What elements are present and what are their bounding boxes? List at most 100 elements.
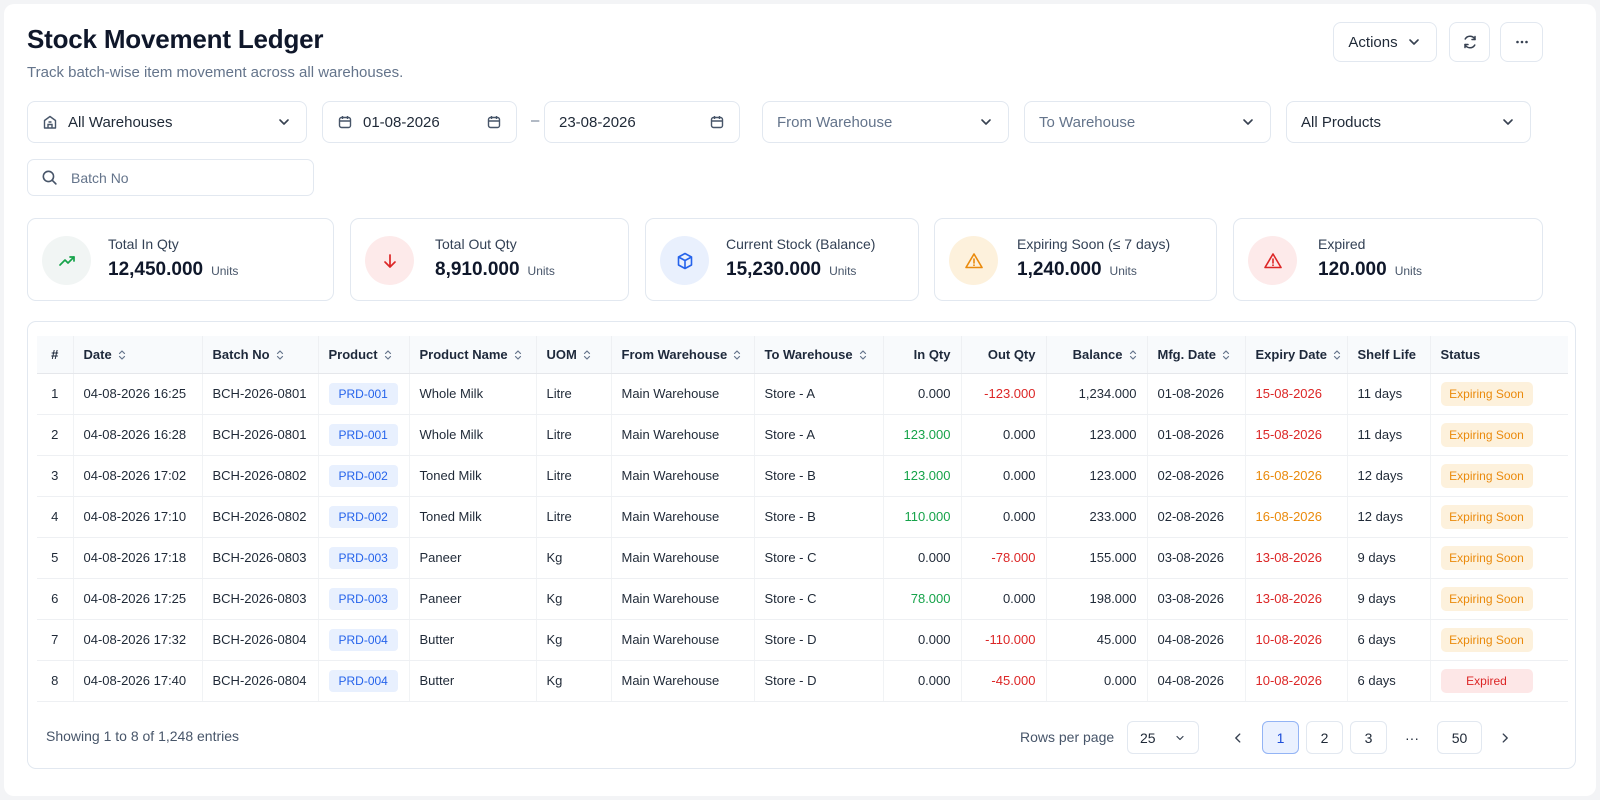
alert-icon — [1248, 236, 1297, 285]
column-header-label: Product Name — [419, 346, 508, 362]
cell-to: Store - C — [754, 578, 884, 620]
table-row[interactable]: 7 04-08-2026 17:32 BCH-2026-0804 PRD-004 But… — [37, 619, 1568, 661]
cell-in: 123.000 — [883, 414, 962, 456]
cell-to: Store - B — [754, 496, 884, 538]
search-icon — [42, 170, 57, 185]
date-from-input[interactable]: 01-08-2026 — [322, 101, 517, 143]
column-header[interactable]: Product Name — [409, 336, 537, 374]
cell-shelf: 9 days — [1347, 537, 1431, 579]
table-row[interactable]: 4 04-08-2026 17:10 BCH-2026-0802 PRD-002 Ton… — [37, 496, 1568, 538]
column-header[interactable]: Product — [318, 336, 410, 374]
cell-batch: BCH-2026-0803 — [202, 537, 319, 579]
cell-balance: 0.000 — [1046, 660, 1148, 702]
product-code-chip[interactable]: PRD-001 — [328, 423, 398, 446]
from-warehouse-select[interactable]: From Warehouse — [762, 101, 1009, 143]
column-header-label: Batch No — [212, 346, 270, 362]
stat-value: 15,230.000 Units — [726, 259, 857, 280]
cell-n: 4 — [37, 496, 74, 538]
next-page-button[interactable] — [1491, 721, 1519, 754]
cell-expiry: 13-08-2026 — [1245, 578, 1348, 620]
more-horizontal-icon — [1515, 40, 1528, 44]
cell-out: 0.000 — [961, 578, 1047, 620]
page-button-50[interactable]: 50 — [1437, 721, 1482, 754]
table-row[interactable]: 8 04-08-2026 17:40 BCH-2026-0804 PRD-004 But… — [37, 660, 1568, 702]
cell-date: 04-08-2026 17:32 — [73, 619, 203, 661]
table-row[interactable]: 5 04-08-2026 17:18 BCH-2026-0803 PRD-003 Pan… — [37, 537, 1568, 579]
page: Stock Movement Ledger Track batch-wise i… — [4, 4, 1596, 796]
cell-date: 04-08-2026 16:25 — [73, 373, 203, 415]
column-header-label: Out Qty — [987, 346, 1036, 362]
sort-icon — [734, 350, 741, 360]
table-row[interactable]: 6 04-08-2026 17:25 BCH-2026-0803 PRD-003 Pan… — [37, 578, 1568, 620]
date-to-value: 23-08-2026 — [559, 113, 636, 131]
cell-out: -45.000 — [961, 660, 1047, 702]
cell-mfg: 03-08-2026 — [1147, 537, 1246, 579]
cell-status: Expiring Soon — [1430, 496, 1568, 538]
cell-product: PRD-004 — [318, 660, 410, 702]
warehouse-select[interactable]: All Warehouses — [27, 101, 307, 143]
page-button-3[interactable]: 3 — [1350, 721, 1387, 754]
table-row[interactable]: 3 04-08-2026 17:02 BCH-2026-0802 PRD-002 Ton… — [37, 455, 1568, 497]
column-header-label: Shelf Life — [1357, 346, 1417, 362]
batch-search-input[interactable]: Batch No — [27, 159, 314, 196]
calendar-icon — [487, 116, 501, 129]
sort-icon — [514, 350, 521, 360]
product-select-value: All Products — [1301, 113, 1382, 131]
table-row[interactable]: 2 04-08-2026 16:28 BCH-2026-0801 PRD-001 Who… — [37, 414, 1568, 456]
column-header[interactable]: Date — [73, 336, 203, 374]
ledger-table-card: # Date Batch No Product Product Name UOM From … — [27, 321, 1576, 769]
page-button-1[interactable]: 1 — [1262, 721, 1299, 754]
cell-expiry: 15-08-2026 — [1245, 373, 1348, 415]
page-button-2[interactable]: 2 — [1306, 721, 1343, 754]
cell-name: Toned Milk — [409, 496, 537, 538]
sort-icon — [384, 350, 391, 360]
column-header[interactable]: Batch No — [202, 336, 319, 374]
stat-label: Current Stock (Balance) — [726, 236, 876, 252]
refresh-button[interactable] — [1449, 22, 1490, 62]
more-options-button[interactable] — [1500, 22, 1543, 62]
cell-name: Toned Milk — [409, 455, 537, 497]
product-select[interactable]: All Products — [1286, 101, 1531, 143]
column-header[interactable]: Expiry Date — [1245, 336, 1348, 374]
chevron-right-icon — [1502, 732, 1508, 743]
actions-button[interactable]: Actions — [1333, 22, 1437, 62]
cell-mfg: 04-08-2026 — [1147, 660, 1246, 702]
cell-expiry: 13-08-2026 — [1245, 537, 1348, 579]
product-code-chip[interactable]: PRD-001 — [328, 382, 398, 405]
product-code-chip[interactable]: PRD-002 — [328, 464, 398, 487]
column-header[interactable]: Balance — [1046, 336, 1148, 374]
column-header-label: UOM — [546, 346, 577, 362]
column-header[interactable]: UOM — [536, 336, 612, 374]
product-code-chip[interactable]: PRD-004 — [328, 669, 398, 692]
column-header-label: Product — [328, 346, 378, 362]
stat-value: 1,240.000 Units — [1017, 259, 1137, 280]
rows-per-page-select[interactable]: 25 — [1127, 721, 1199, 754]
cell-uom: Litre — [536, 455, 612, 497]
cell-name: Paneer — [409, 578, 537, 620]
cell-out: 0.000 — [961, 496, 1047, 538]
product-code-chip[interactable]: PRD-003 — [328, 546, 398, 569]
column-header[interactable]: To Warehouse — [754, 336, 884, 374]
column-header[interactable]: From Warehouse — [611, 336, 755, 374]
product-code-chip[interactable]: PRD-003 — [328, 587, 398, 610]
stat-card-current-stock: Current Stock (Balance) 15,230.000 Units — [645, 218, 919, 301]
cell-status: Expiring Soon — [1430, 373, 1568, 415]
cell-batch: BCH-2026-0801 — [202, 414, 319, 456]
prev-page-button[interactable] — [1224, 721, 1252, 754]
cell-status: Expiring Soon — [1430, 455, 1568, 497]
column-header[interactable]: Mfg. Date — [1147, 336, 1246, 374]
stat-label: Total In Qty — [108, 236, 179, 252]
table-row[interactable]: 1 04-08-2026 16:25 BCH-2026-0801 PRD-001 Who… — [37, 373, 1568, 415]
cell-shelf: 6 days — [1347, 660, 1431, 702]
cell-from: Main Warehouse — [611, 660, 755, 702]
cell-in: 110.000 — [883, 496, 962, 538]
product-code-chip[interactable]: PRD-004 — [328, 628, 398, 651]
stat-card-total-in: Total In Qty 12,450.000 Units — [27, 218, 334, 301]
to-warehouse-select[interactable]: To Warehouse — [1024, 101, 1271, 143]
product-code-chip[interactable]: PRD-002 — [328, 505, 398, 528]
date-to-input[interactable]: 23-08-2026 — [544, 101, 740, 143]
date-range-separator: – — [531, 112, 540, 129]
cell-balance: 123.000 — [1046, 414, 1148, 456]
to-warehouse-value: To Warehouse — [1039, 113, 1136, 131]
column-header: # — [37, 336, 74, 374]
